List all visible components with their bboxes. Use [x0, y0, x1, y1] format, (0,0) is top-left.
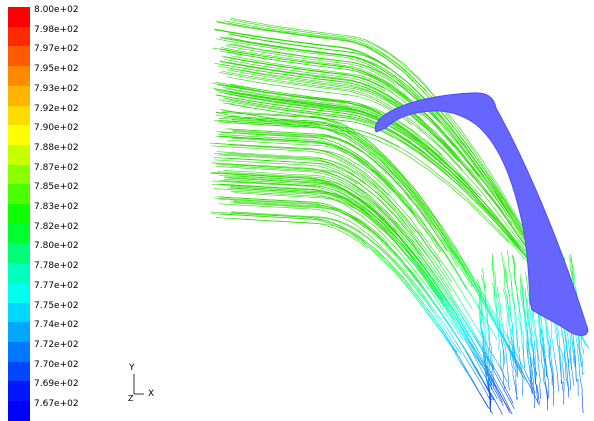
axis-y-label: Y — [129, 364, 135, 373]
axis-x-label: X — [148, 390, 154, 399]
axis-z-label: Z — [128, 394, 133, 403]
